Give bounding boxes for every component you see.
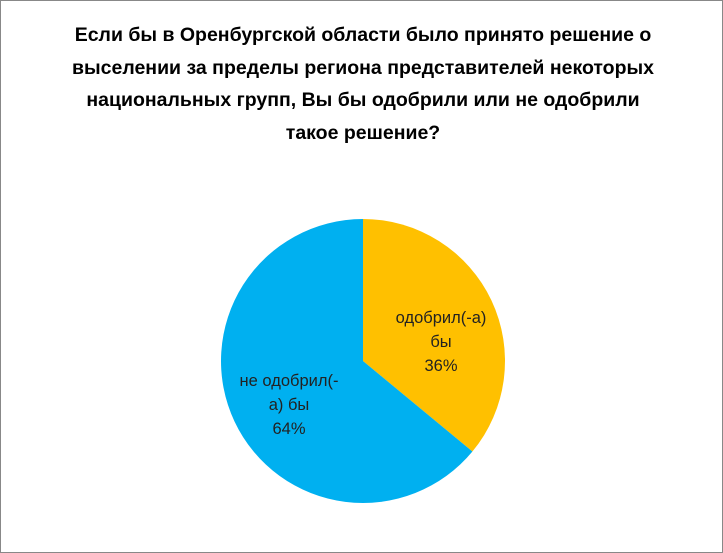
pie-slice: [220, 219, 473, 504]
pie-slice: [363, 219, 505, 452]
chart-title: Если бы в Оренбургской области было прин…: [71, 24, 655, 144]
slice-data-label: не одобрил(-а) бы 64%: [240, 372, 339, 438]
slice-data-label: одобрил(-а) бы 36%: [396, 309, 487, 375]
